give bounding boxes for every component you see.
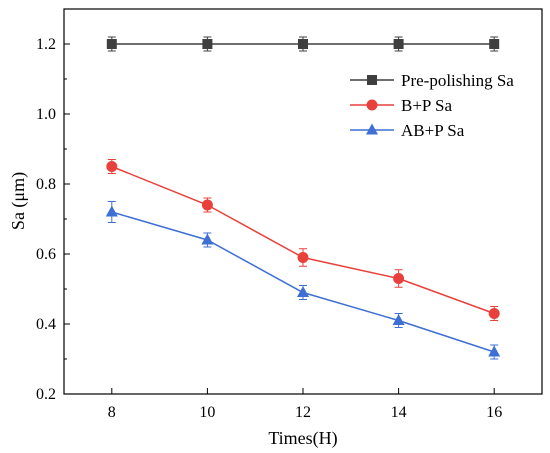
y-axis-label: Sa (μm) — [8, 172, 29, 230]
plot-frame — [63, 8, 543, 395]
series-layer — [105, 36, 501, 360]
legend-marker — [366, 123, 378, 135]
x-tick-label: 16 — [486, 404, 502, 421]
y-tick-label: 1.2 — [36, 36, 56, 53]
legend-item: B+P Sa — [350, 96, 452, 115]
legend-marker — [366, 99, 378, 111]
data-point — [298, 39, 308, 49]
series-3 — [105, 201, 501, 360]
data-point — [106, 161, 118, 172]
legend-label: Pre-polishing Sa — [401, 71, 514, 90]
x-tick-label: 12 — [295, 404, 311, 421]
data-point — [297, 286, 309, 297]
axis-ticks: 8 10 12 14 16 0.2 0.4 0.6 0.8 1.0 1.2 — [36, 36, 502, 421]
y-tick-label: 0.4 — [36, 316, 56, 333]
data-point — [393, 273, 405, 284]
data-point — [201, 233, 214, 245]
series-2 — [106, 159, 500, 321]
legend-label: B+P Sa — [401, 96, 452, 115]
legend-label: AB+P Sa — [401, 121, 465, 140]
data-point — [488, 308, 500, 319]
data-point — [489, 39, 500, 49]
series-1 — [106, 36, 500, 52]
y-tick-label: 1.0 — [36, 106, 56, 123]
x-tick-label: 10 — [199, 404, 215, 421]
legend-item: AB+P Sa — [350, 121, 465, 140]
x-tick-label: 14 — [391, 404, 407, 421]
data-point — [488, 345, 501, 357]
y-tick-label: 0.8 — [36, 176, 56, 193]
x-tick-label: 8 — [108, 404, 116, 421]
y-tick-label: 0.6 — [36, 246, 56, 263]
legend-item: Pre-polishing Sa — [350, 71, 514, 90]
x-axis-label: Times(H) — [268, 428, 337, 449]
data-point — [202, 39, 213, 49]
data-point — [201, 199, 213, 211]
y-tick-label: 0.2 — [36, 386, 56, 403]
data-point — [393, 39, 404, 49]
data-point — [392, 314, 405, 325]
legend-marker — [367, 75, 377, 85]
legend: Pre-polishing Sa B+P Sa AB+P Sa — [350, 71, 514, 140]
data-point — [105, 205, 118, 217]
data-point — [297, 252, 309, 263]
data-point — [106, 39, 117, 49]
series-3-line — [111, 211, 495, 353]
